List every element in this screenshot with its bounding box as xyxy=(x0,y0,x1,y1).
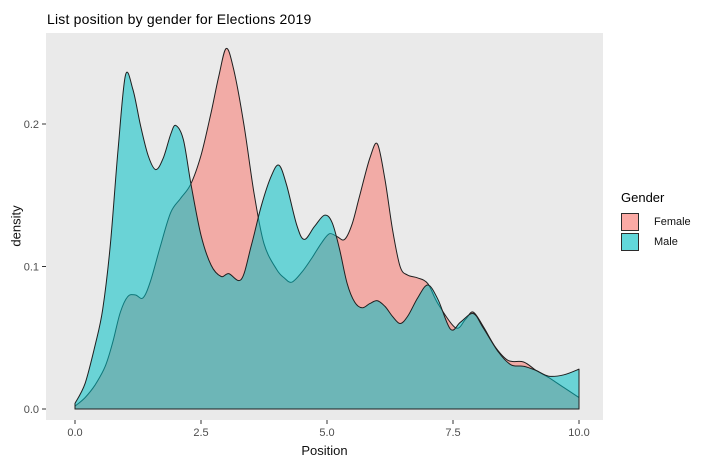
y-tick-label: 0.2 xyxy=(24,119,39,131)
x-axis-label: Position xyxy=(301,443,348,458)
x-tick-label: 7.5 xyxy=(445,427,460,439)
legend-item-male: Male xyxy=(621,233,691,251)
x-tick-label: 0.0 xyxy=(67,427,82,439)
legend-item-label: Male xyxy=(654,236,678,248)
legend-item-label: Female xyxy=(654,216,691,228)
legend: Gender Female Male xyxy=(621,190,691,253)
x-tick-label: 2.5 xyxy=(193,427,208,439)
legend-items: Female Male xyxy=(621,213,691,251)
y-tick-label: 0.0 xyxy=(24,404,39,416)
legend-item-female: Female xyxy=(621,213,691,231)
chart-title: List position by gender for Elections 20… xyxy=(47,11,312,27)
legend-swatch-male xyxy=(621,233,639,251)
density-area-male xyxy=(74,71,580,410)
y-tick-label: 0.1 xyxy=(24,262,39,274)
legend-swatch-fill xyxy=(622,234,638,250)
x-tick-label: 5.0 xyxy=(319,427,334,439)
legend-swatch-female xyxy=(621,213,639,231)
legend-title: Gender xyxy=(621,190,665,205)
y-axis-label: density xyxy=(8,205,24,247)
legend-swatch-fill xyxy=(622,214,638,230)
x-tick-label: 10.0 xyxy=(568,427,589,439)
